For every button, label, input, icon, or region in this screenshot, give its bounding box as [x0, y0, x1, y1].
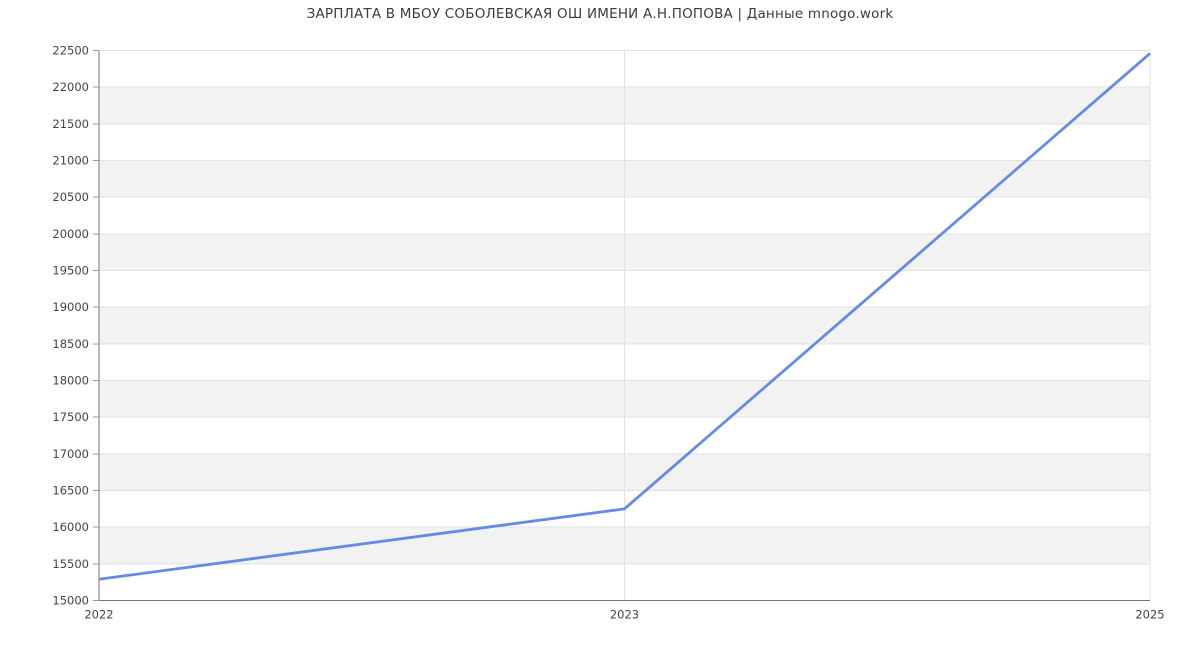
y-axis-tick-label: 15500: [52, 557, 89, 571]
chart-title: ЗАРПЛАТА В МБОУ СОБОЛЕВСКАЯ ОШ ИМЕНИ А.Н…: [306, 6, 894, 22]
y-axis-tick-label: 22500: [52, 44, 89, 58]
y-axis-tick-label: 20000: [52, 227, 89, 241]
y-axis-tick-label: 18500: [52, 337, 89, 351]
y-axis-tick-label: 17500: [52, 410, 89, 424]
y-axis-tick-label: 16500: [52, 484, 89, 498]
x-axis-tick-label: 2025: [1135, 608, 1164, 622]
y-axis-tick-label: 22000: [52, 80, 89, 94]
y-axis-tick-label: 15000: [52, 594, 89, 608]
series-line: [98, 52, 1151, 581]
y-axis-tick-label: 17000: [52, 447, 89, 461]
y-axis-tick-label: 20500: [52, 190, 89, 204]
x-axis-tick-label: 2023: [610, 608, 639, 622]
y-axis-tick-label: 19500: [52, 264, 89, 278]
y-axis-tick-label: 21000: [52, 154, 89, 168]
y-axis-tick-label: 16000: [52, 520, 89, 534]
y-axis-tick-label: 21500: [52, 117, 89, 131]
y-axis-tick-label: 18000: [52, 374, 89, 388]
x-axis-tick-label: 2022: [84, 608, 113, 622]
y-axis-tick-label: 19000: [52, 300, 89, 314]
